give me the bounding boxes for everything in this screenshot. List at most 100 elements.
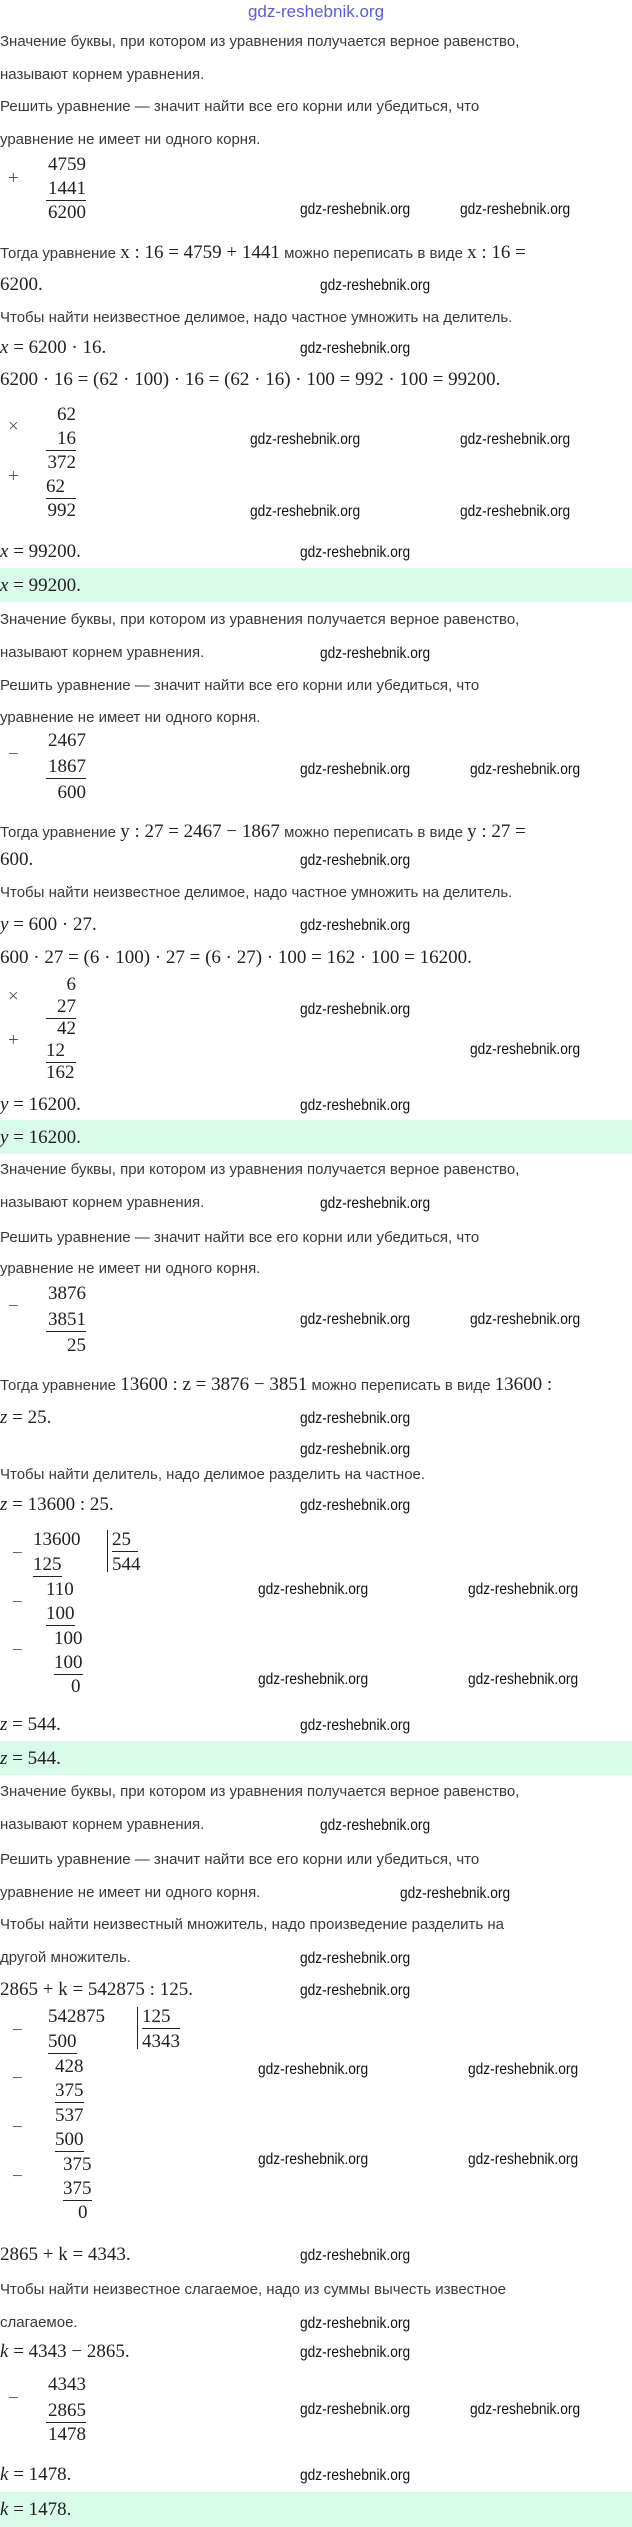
watermark: gdz-reshebnik.org	[258, 2151, 369, 2168]
subtrahend: 1867	[46, 756, 86, 779]
times-sign: ×	[8, 416, 19, 437]
addend: 1441	[46, 178, 86, 201]
rule-text: Чтобы найти неизвестное делимое, надо ча…	[0, 884, 513, 901]
watermark: gdz-reshebnik.org	[460, 431, 571, 448]
minus-sign: −	[12, 2117, 23, 2138]
text: Тогда уравнение	[0, 245, 121, 262]
math: 13600 :	[494, 1374, 553, 1395]
division-step: 375	[63, 2178, 92, 2201]
watermark: gdz-reshebnik.org	[468, 1671, 579, 1688]
watermark: gdz-reshebnik.org	[460, 503, 571, 520]
definition-line: называют корнем уравнения.	[0, 1194, 205, 1211]
variable: x	[0, 337, 9, 358]
variable: z	[0, 1407, 8, 1428]
expansion: 6200 · 16 = (62 · 100) · 16 = (62 · 16) …	[0, 369, 501, 390]
partial-product: 372	[47, 452, 77, 473]
minus-sign: −	[12, 2166, 23, 2187]
rule-text: Чтобы найти неизвестный множитель, надо …	[0, 1916, 504, 1933]
partial-product: 12	[46, 1040, 76, 1063]
watermark: gdz-reshebnik.org	[300, 1497, 411, 1514]
definition-line: Значение буквы, при котором из уравнения…	[0, 33, 520, 50]
subtrahend: 2865	[46, 2400, 86, 2423]
minus-sign: −	[12, 2068, 23, 2089]
rewrite-line: Тогда уравнение y : 27 = 2467 − 1867 мож…	[0, 822, 526, 842]
definition-line: Решить уравнение — значит найти все его …	[0, 677, 480, 694]
expression: = 4343 − 2865.	[8, 2341, 130, 2362]
definition-line: Решить уравнение — значит найти все его …	[0, 1851, 480, 1868]
variable: k	[0, 2499, 9, 2520]
variable: x	[0, 575, 9, 596]
minus-sign: −	[12, 1592, 23, 1613]
addend: 4759	[48, 154, 86, 175]
answer-box: z = 544.	[0, 1741, 632, 1775]
watermark: gdz-reshebnik.org	[400, 1885, 511, 1902]
minuend: 2467	[48, 730, 86, 751]
product: 162	[46, 1062, 75, 1083]
factor: 62	[57, 404, 76, 425]
minuend: 4343	[48, 2374, 86, 2395]
equation: y = 600 · 27.	[0, 915, 97, 935]
text: можно переписать в виде	[279, 245, 468, 262]
watermark: gdz-reshebnik.org	[468, 2061, 579, 2078]
watermark: gdz-reshebnik.org	[250, 503, 361, 520]
text: Тогда уравнение	[0, 824, 121, 841]
definition-line: уравнение не имеет ни одного корня.	[0, 1884, 261, 1901]
text: можно переписать в виде	[279, 824, 468, 841]
definition-line: Значение буквы, при котором из уравнения…	[0, 1161, 520, 1178]
factor: 6	[66, 974, 77, 995]
watermark: gdz-reshebnik.org	[258, 1581, 369, 1598]
math: x : 16 =	[467, 242, 526, 263]
watermark: gdz-reshebnik.org	[470, 1311, 581, 1328]
variable: k	[0, 2341, 9, 2362]
definition-line: Значение буквы, при котором из уравнения…	[0, 1783, 520, 1800]
variable: z	[0, 1494, 8, 1515]
rewrite-continuation: z = 25.	[0, 1408, 51, 1428]
minus-sign: −	[12, 1543, 23, 1564]
difference: 25	[67, 1335, 86, 1356]
product: 992	[47, 500, 77, 521]
watermark: gdz-reshebnik.org	[300, 2401, 411, 2418]
expression: = 1478.	[8, 2499, 72, 2520]
watermark: gdz-reshebnik.org	[320, 277, 431, 294]
division-step: 100	[54, 1652, 83, 1675]
variable: z	[0, 1714, 8, 1735]
result: z = 544.	[0, 1715, 61, 1735]
rule-text: слагаемое.	[0, 2314, 78, 2331]
definition-line: Решить уравнение — значит найти все его …	[0, 1229, 480, 1246]
answer-box: k = 1478.	[0, 2492, 632, 2527]
watermark: gdz-reshebnik.org	[258, 1671, 369, 1688]
watermark: gdz-reshebnik.org	[300, 1717, 411, 1734]
math: y : 27 =	[467, 821, 526, 842]
watermark: gdz-reshebnik.org	[300, 1441, 411, 1458]
subtrahend: 3851	[46, 1309, 86, 1332]
division-step: 500	[48, 2031, 77, 2054]
answer: y = 16200.	[0, 1127, 81, 1149]
variable: k	[0, 2464, 9, 2485]
text: можно переписать в виде	[307, 1377, 495, 1394]
expression: = 600 · 27.	[8, 914, 97, 935]
dividend: 13600	[33, 1529, 81, 1550]
expression: = 16200.	[8, 1094, 81, 1115]
watermark: gdz-reshebnik.org	[468, 2151, 579, 2168]
definition-line: Решить уравнение — значит найти все его …	[0, 98, 480, 115]
watermark: gdz-reshebnik.org	[250, 431, 361, 448]
minus-sign: −	[12, 1640, 23, 1661]
minuend: 3876	[48, 1283, 86, 1304]
watermark: gdz-reshebnik.org	[468, 1581, 579, 1598]
watermark: gdz-reshebnik.org	[470, 1041, 581, 1058]
factor: 16	[46, 428, 76, 451]
watermark: gdz-reshebnik.org	[300, 2344, 411, 2361]
variable: x	[0, 541, 9, 562]
answer: x = 99200.	[0, 575, 81, 597]
variable: y	[0, 1127, 9, 1148]
minus-sign: −	[8, 744, 19, 765]
watermark: gdz-reshebnik.org	[300, 1311, 411, 1328]
expression: = 99200.	[8, 575, 81, 596]
rewrite-line: Тогда уравнение 13600 : z = 3876 − 3851 …	[0, 1375, 552, 1395]
watermark: gdz-reshebnik.org	[300, 761, 411, 778]
expression: = 544.	[7, 1714, 61, 1735]
plus-sign: +	[8, 466, 19, 487]
watermark: gdz-reshebnik.org	[460, 201, 571, 218]
watermark: gdz-reshebnik.org	[300, 544, 411, 561]
division-bar	[137, 2007, 138, 2049]
